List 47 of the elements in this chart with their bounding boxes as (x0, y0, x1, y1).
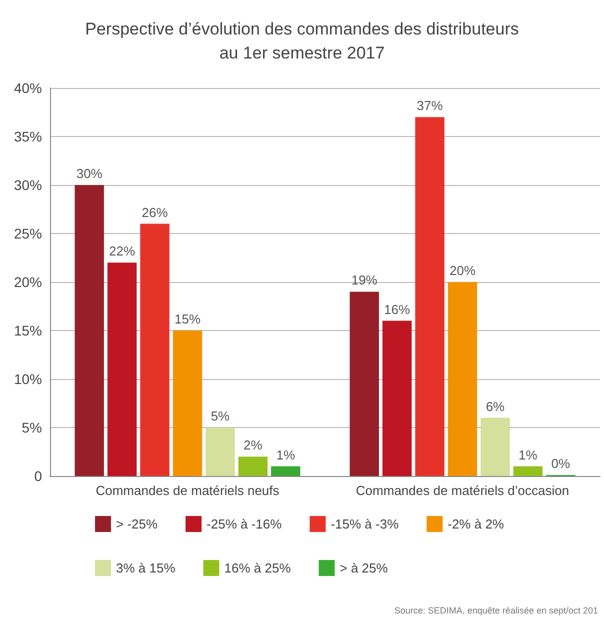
data-label: 22% (109, 244, 136, 259)
data-label: 6% (486, 398, 506, 414)
bar (206, 428, 235, 476)
data-label: 0% (551, 456, 570, 471)
y-tick-label: 15% (14, 322, 42, 338)
data-label: 19% (351, 272, 378, 288)
bar (350, 292, 379, 476)
data-label: 1% (276, 447, 296, 462)
legend-label: 16% à 25% (224, 560, 292, 576)
y-tick-label: 0 (34, 468, 42, 484)
data-label: 15% (174, 312, 201, 326)
data-label: 30% (76, 166, 103, 181)
data-label: 16% (384, 302, 411, 317)
data-label: 37% (416, 98, 444, 114)
y-tick-label: 10% (14, 371, 42, 387)
bar (172, 330, 202, 476)
y-tick-label: 35% (14, 128, 42, 144)
legend-label: 3% à 15% (116, 560, 176, 576)
bar (382, 320, 412, 476)
bar (238, 456, 268, 476)
data-label: 5% (210, 408, 230, 424)
bar (271, 466, 300, 476)
bar (480, 418, 510, 476)
chart-title: Perspective d’évolution des commandes des distributeurs au 1er semestre 2017 (85, 20, 519, 62)
y-tick-label: 30% (14, 177, 42, 193)
bar (513, 466, 543, 476)
bar (74, 185, 104, 476)
legend-label: -15% à -3% (330, 516, 400, 532)
source-note: Source: SEDIMA, enquête réalisée en sept/oct 201 (394, 606, 598, 616)
x-tick-label: Commandes de matériels neufs (96, 483, 280, 498)
data-label: 2% (244, 438, 263, 453)
bar (415, 117, 444, 476)
x-tick-label: Commandes de matériels d’occasion (356, 483, 570, 498)
bar (107, 262, 137, 476)
legend-label: > -25% (116, 516, 158, 532)
y-tick-label: 40% (14, 80, 42, 96)
data-label: 26% (142, 204, 168, 220)
bar (448, 282, 478, 476)
legend-label: -25% à -16% (206, 516, 282, 532)
y-tick-label: 5% (22, 420, 42, 436)
data-label: 20% (449, 263, 476, 278)
y-tick-label: 20% (14, 274, 42, 290)
bar (140, 224, 170, 476)
legend-label: -2% à 2% (448, 516, 504, 532)
data-label: 1% (518, 447, 538, 462)
legend-label: > à 25% (340, 560, 388, 576)
y-tick-label: 25% (14, 226, 42, 242)
